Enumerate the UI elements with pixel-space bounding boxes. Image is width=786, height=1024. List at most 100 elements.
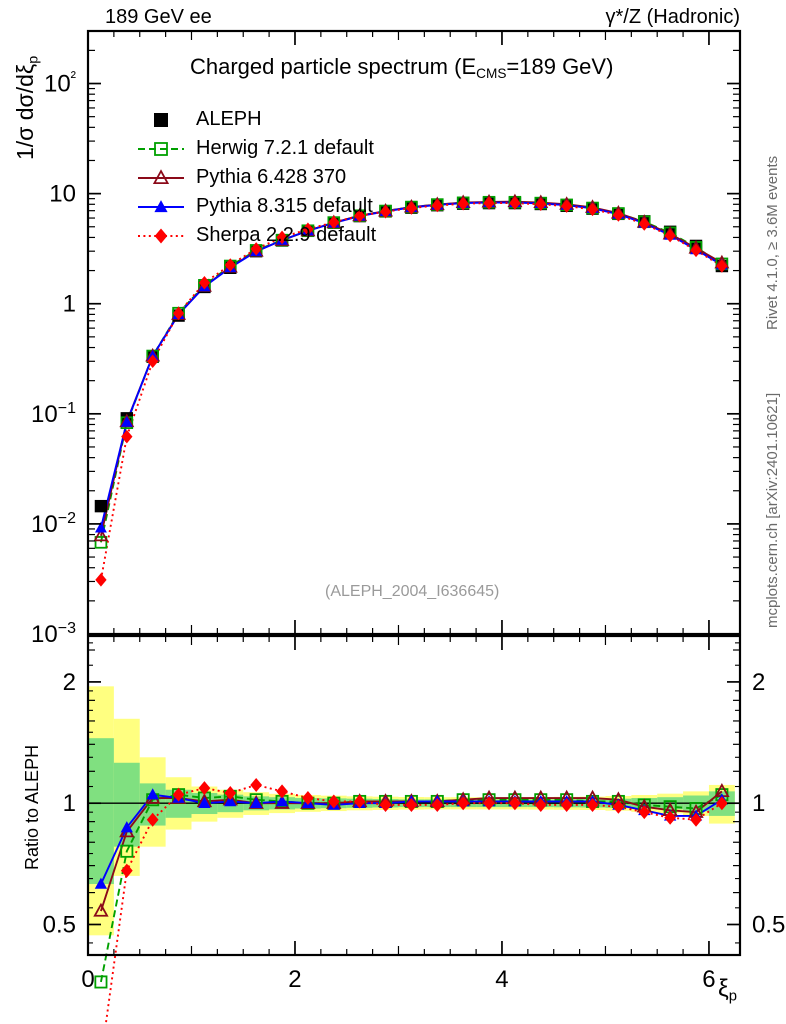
x-axis-label-main: ξ <box>718 975 729 1002</box>
data-point-filled-diamond <box>302 222 314 236</box>
data-point-filled-diamond <box>664 810 677 825</box>
data-point-filled-diamond <box>483 796 495 811</box>
y-tick-label-main: 10 <box>49 181 76 208</box>
data-point-filled-diamond <box>224 258 236 272</box>
data-point-filled-diamond <box>716 259 728 273</box>
plot-title: Charged particle spectrum (ECMS=189 GeV) <box>190 54 613 81</box>
data-point-filled-diamond <box>431 797 444 812</box>
legend-item-1[interactable]: Herwig 7.2.1 default <box>196 137 374 160</box>
data-point-filled-diamond <box>147 354 159 369</box>
data-point-open-square <box>94 975 108 989</box>
data-point-filled-triangle <box>250 796 263 808</box>
axes-frames-and-ticks <box>86 29 742 957</box>
data-point-filled-diamond <box>405 201 418 215</box>
data-point-filled-diamond <box>509 196 521 210</box>
data-point-filled-diamond <box>535 197 547 212</box>
data-point-filled-triangle <box>224 795 237 807</box>
legend-item-label: ALEPH <box>196 108 262 130</box>
data-point-filled-diamond <box>353 208 366 223</box>
data-point-filled-diamond <box>276 784 288 799</box>
data-point-filled-triangle <box>120 415 133 427</box>
legend-item-3[interactable]: Pythia 8.315 default <box>196 195 373 218</box>
data-point-open-triangle <box>152 169 170 185</box>
y-tick-label-ratio-right: 0.5 <box>752 911 785 938</box>
y-tick-label-ratio-left: 1 <box>63 790 76 817</box>
data-point-filled-diamond <box>120 863 133 878</box>
ratio-panel-frame <box>86 634 742 957</box>
data-point-filled-diamond <box>560 797 573 812</box>
data-point-filled-diamond <box>586 202 599 217</box>
data-point-open-triangle <box>93 902 109 917</box>
data-point-filled-diamond <box>690 812 702 827</box>
y-tick-label-ratio-left: 2 <box>63 669 76 696</box>
data-point-filled-diamond <box>586 797 599 812</box>
plot-title-sub: CMS <box>476 66 507 82</box>
data-point-filled-diamond <box>198 781 211 796</box>
data-point-filled-diamond <box>198 276 211 290</box>
data-point-open-square <box>120 844 134 858</box>
data-point-filled-diamond <box>716 796 728 811</box>
watermark-label: (ALEPH_2004_I636645) <box>325 583 500 600</box>
x-tick-label: 4 <box>495 966 508 993</box>
legend-item-2[interactable]: Pythia 6.428 370 <box>196 166 346 189</box>
data-point-filled-square <box>154 113 168 127</box>
data-point-filled-diamond <box>509 796 521 811</box>
ratio-panel-series <box>93 777 730 1024</box>
data-point-filled-diamond <box>328 215 340 229</box>
series-line-3 <box>100 201 723 529</box>
y-tick-label-main: 10−3 <box>31 620 76 648</box>
data-point-filled-diamond <box>224 786 237 801</box>
data-point-filled-diamond <box>379 204 392 219</box>
data-point-open-square <box>154 142 168 156</box>
data-point-filled-diamond <box>405 797 418 812</box>
data-point-open-square <box>94 536 108 549</box>
main-panel-series <box>93 193 730 587</box>
data-point-filled-diamond <box>250 777 263 792</box>
x-tick-label: 0 <box>81 966 94 993</box>
data-point-filled-diamond <box>353 794 366 809</box>
series-line-1 <box>100 201 723 543</box>
x-tick-label: 2 <box>288 966 301 993</box>
y-tick-label-ratio-right: 2 <box>752 669 765 696</box>
plot-title-tail: =189 GeV) <box>506 54 614 79</box>
header-left-label: 189 GeV ee <box>105 6 212 28</box>
legend-item-label: Sherpa 2.2.9 default <box>196 224 377 246</box>
data-point-filled-diamond <box>146 812 159 827</box>
legend-item-4[interactable]: Sherpa 2.2.9 default <box>196 224 376 247</box>
y-tick-label-main: 10² <box>44 70 77 98</box>
y-tick-label-main: 10−2 <box>31 510 76 538</box>
data-point-filled-diamond <box>250 242 262 256</box>
data-point-filled-diamond <box>327 794 340 809</box>
data-point-filled-diamond <box>664 228 676 243</box>
data-point-filled-diamond <box>638 805 651 820</box>
legend-item-0[interactable]: ALEPH <box>196 108 262 131</box>
data-point-filled-diamond <box>379 797 392 812</box>
data-point-filled-triangle <box>120 821 133 833</box>
data-point-filled-square <box>94 499 108 513</box>
x-tick-label: 6 <box>702 966 715 993</box>
legend-marks <box>138 113 184 244</box>
y-tick-label-ratio-right: 1 <box>752 790 765 817</box>
data-point-filled-diamond <box>638 217 650 231</box>
data-point-filled-triangle <box>154 200 168 213</box>
data-point-filled-diamond <box>172 306 185 320</box>
data-point-open-triangle <box>93 527 109 542</box>
x-axis-label-sub: p <box>728 988 738 1005</box>
data-point-filled-diamond <box>457 196 469 211</box>
data-point-filled-diamond <box>154 228 168 244</box>
data-point-filled-diamond <box>457 796 470 811</box>
header-right-label: γ*/Z (Hadronic) <box>605 6 740 28</box>
series-line-4 <box>100 202 723 581</box>
series-line-2 <box>100 200 723 536</box>
legend-item-label: Pythia 8.315 default <box>196 195 373 217</box>
data-point-filled-diamond <box>612 799 625 814</box>
data-point-filled-diamond <box>121 429 133 444</box>
data-point-filled-diamond <box>431 198 443 213</box>
ratio-line-0 <box>100 793 723 983</box>
y-tick-label-main: 10−1 <box>31 400 76 428</box>
data-point-filled-triangle <box>275 795 289 807</box>
data-point-filled-diamond <box>302 791 314 806</box>
error-band-inner <box>88 738 114 885</box>
